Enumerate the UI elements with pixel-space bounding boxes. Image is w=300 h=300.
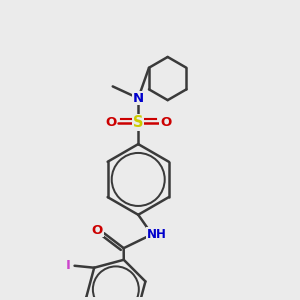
- Text: S: S: [133, 115, 143, 130]
- Text: O: O: [105, 116, 116, 129]
- Text: NH: NH: [147, 228, 166, 241]
- Text: O: O: [92, 224, 103, 237]
- Text: I: I: [66, 259, 71, 272]
- Text: O: O: [160, 116, 171, 129]
- Text: N: N: [133, 92, 144, 105]
